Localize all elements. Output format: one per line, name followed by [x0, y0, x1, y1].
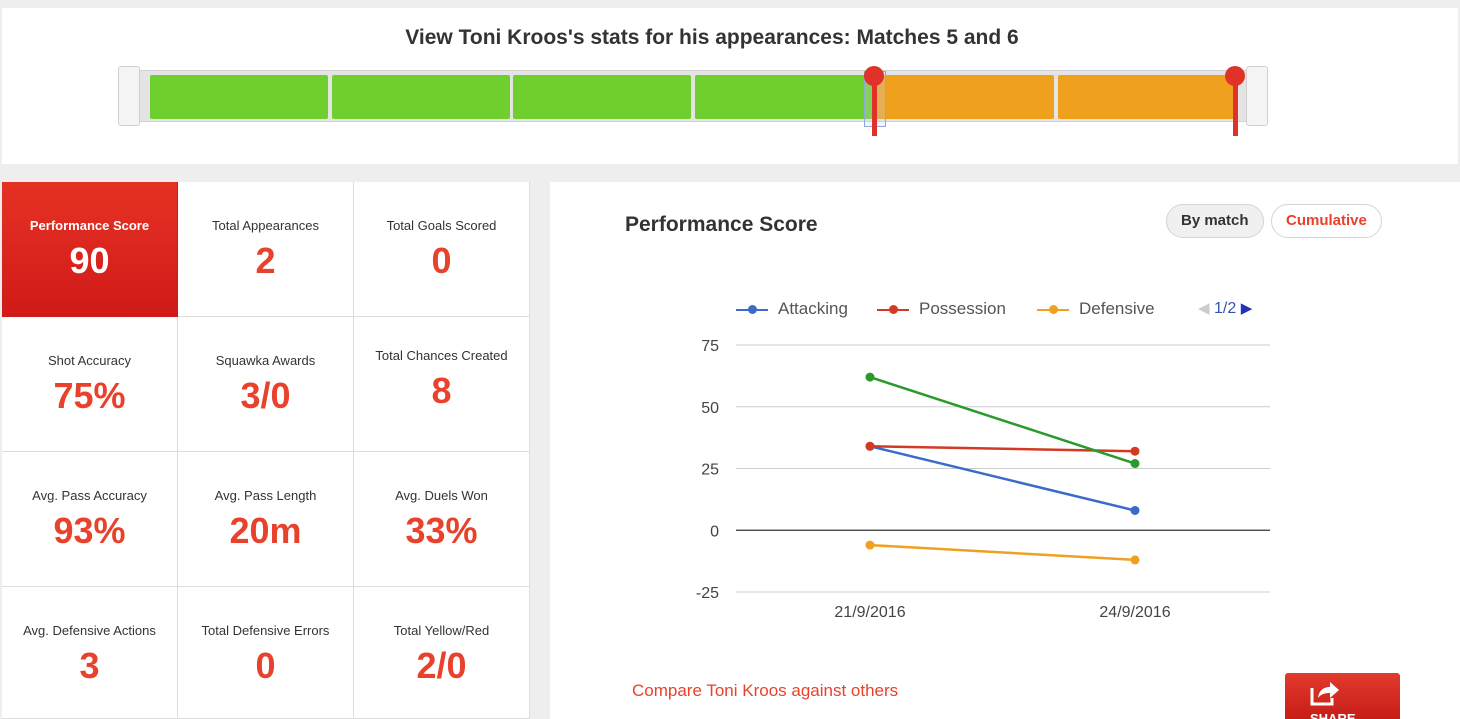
slider-left-end[interactable]: [118, 66, 140, 126]
legend-label: Defensive: [1079, 299, 1155, 318]
y-tick-label: 0: [710, 523, 719, 540]
stat-label: Total Chances Created: [375, 348, 508, 363]
legend-label: Attacking: [778, 299, 848, 318]
slider-right-end[interactable]: [1246, 66, 1268, 126]
y-tick-label: 25: [701, 462, 719, 479]
slider-segment-match[interactable]: [876, 75, 1054, 119]
legend-page-indicator: 1/2: [1214, 300, 1237, 317]
triangle-left-icon[interactable]: ◀: [1198, 300, 1210, 317]
stat-value: 3: [79, 645, 100, 686]
stat-value: 0: [431, 240, 452, 281]
stat-label: Total Appearances: [212, 218, 319, 233]
chart-title: Performance Score: [625, 213, 818, 236]
slider-segment-match[interactable]: [331, 75, 510, 119]
stat-label: Avg. Duels Won: [395, 488, 488, 503]
slider-segment-match[interactable]: [150, 75, 328, 119]
stat-cell: Avg. Duels Won 33%: [354, 452, 530, 587]
series-line: [869, 543, 1136, 562]
stat-label: Avg. Pass Accuracy: [32, 488, 147, 503]
stat-value: 33%: [405, 510, 478, 551]
data-point: [1130, 459, 1140, 469]
stat-label: Total Defensive Errors: [201, 623, 330, 638]
stat-value: 8: [431, 370, 452, 411]
by-match-button[interactable]: By match: [1166, 204, 1264, 238]
performance-line-chart: 75 50 25 0 -25 21/9/2016 24/9/2016: [696, 338, 1270, 621]
data-point: [1130, 505, 1140, 515]
stat-value: 3/0: [240, 375, 291, 416]
match-range-panel: View Toni Kroos's stats for his appearan…: [2, 8, 1458, 164]
y-tick-label: 50: [701, 400, 719, 417]
slider-start-handle-stem[interactable]: [872, 78, 877, 136]
stat-label: Performance Score: [29, 218, 150, 233]
stat-value: 2/0: [416, 645, 467, 686]
x-tick-label: 21/9/2016: [834, 604, 905, 621]
slider-end-handle-stem[interactable]: [1232, 78, 1238, 136]
stat-label: Total Goals Scored: [386, 218, 497, 233]
legend-swatch: [877, 305, 909, 314]
x-tick-label: 24/9/2016: [1099, 604, 1170, 621]
slider-segment-match[interactable]: [1057, 75, 1236, 119]
stat-value: 20m: [229, 510, 302, 551]
slider-segment-match[interactable]: [513, 75, 691, 119]
stat-cell: Performance Score 90: [2, 182, 178, 317]
stat-value: 90: [69, 240, 110, 281]
cumulative-button[interactable]: Cumulative: [1271, 204, 1382, 238]
stat-label: Shot Accuracy: [47, 353, 132, 368]
stats-grid: Performance Score 90 Total Appearances 2 Tot…: [2, 182, 530, 719]
stat-cell: Shot Accuracy 75%: [2, 317, 178, 452]
legend-swatch: [1037, 305, 1069, 314]
match-range-slider[interactable]: [118, 66, 1268, 136]
stat-value: 93%: [53, 510, 126, 551]
stat-cell: Avg. Pass Accuracy 93%: [2, 452, 178, 587]
slider-end-handle[interactable]: [1224, 66, 1245, 86]
data-point: [865, 372, 875, 382]
y-tick-label: 75: [701, 338, 719, 355]
performance-chart-panel: Performance Score By match Cumulative At…: [550, 182, 1460, 719]
legend-swatch: [736, 305, 768, 314]
stat-cell: Total Yellow/Red 2/0: [354, 587, 530, 719]
stat-cell: Avg. Defensive Actions 3: [2, 587, 178, 719]
stat-cell: Total Appearances 2: [178, 182, 354, 317]
stat-cell: Total Chances Created 8: [354, 317, 530, 452]
stat-value: 75%: [53, 375, 126, 416]
stat-cell: Avg. Pass Length 20m: [178, 452, 354, 587]
stat-cell: Squawka Awards 3/0: [178, 317, 354, 452]
stat-cell: Total Goals Scored 0: [354, 182, 530, 317]
stat-cell: Total Defensive Errors 0: [178, 587, 354, 719]
triangle-right-icon[interactable]: ▶: [1240, 300, 1253, 317]
data-point: [1130, 446, 1140, 456]
slider-segment-match[interactable]: [694, 75, 873, 119]
legend-label: Possession: [919, 299, 1006, 318]
data-point: [865, 540, 875, 550]
stat-label: Avg. Pass Length: [214, 488, 317, 503]
stat-label: Total Yellow/Red: [393, 623, 490, 638]
slider-start-handle[interactable]: [864, 66, 884, 86]
share-button[interactable]: SHARE: [1285, 673, 1400, 719]
stat-value: 0: [255, 645, 276, 686]
y-tick-label: -25: [696, 585, 719, 602]
stat-label: Squawka Awards: [215, 353, 316, 368]
match-range-title: View Toni Kroos's stats for his appearan…: [405, 26, 1019, 49]
share-icon: [1310, 682, 1339, 706]
stat-value: 2: [255, 240, 276, 281]
data-point: [865, 441, 875, 451]
compare-players-link[interactable]: Compare Toni Kroos against others: [632, 681, 899, 700]
legend-pager: ◀ 1/2 ▶: [1198, 299, 1252, 318]
series-line: [869, 375, 1136, 465]
stat-label: Avg. Defensive Actions: [23, 623, 156, 638]
share-label: SHARE: [1310, 711, 1356, 719]
series-line: [869, 445, 1136, 512]
data-point: [1130, 555, 1140, 565]
